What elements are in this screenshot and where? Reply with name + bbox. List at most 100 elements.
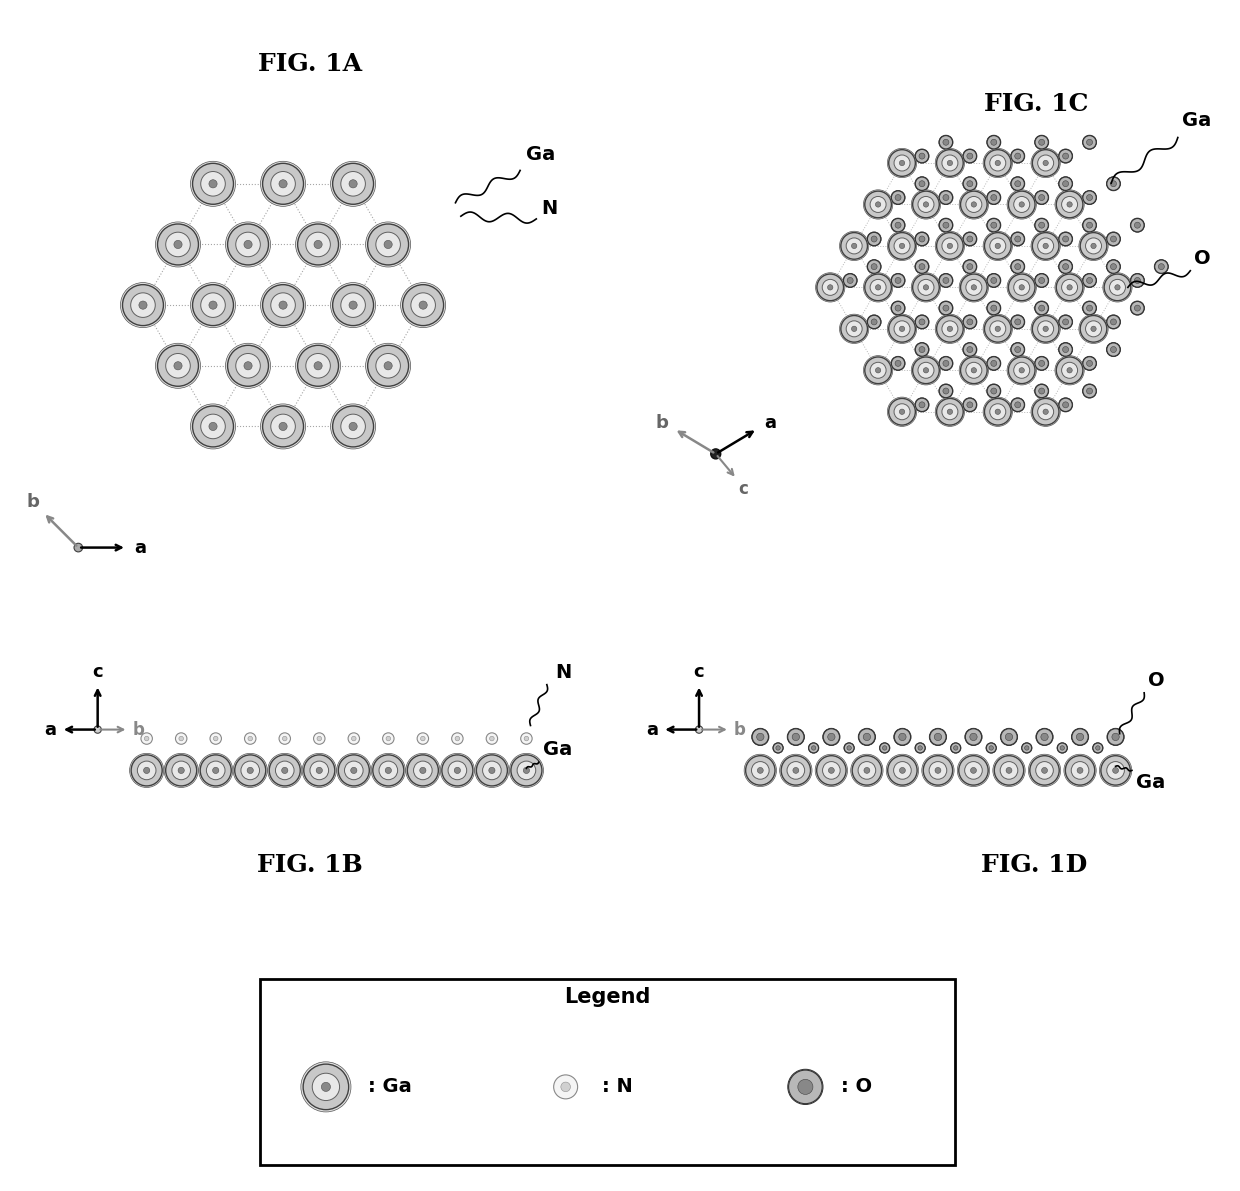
Circle shape xyxy=(954,746,959,750)
Circle shape xyxy=(841,232,868,260)
Circle shape xyxy=(1038,320,1054,337)
Circle shape xyxy=(915,343,929,356)
Circle shape xyxy=(1063,319,1069,325)
Circle shape xyxy=(868,232,880,245)
Circle shape xyxy=(1058,743,1068,753)
Circle shape xyxy=(858,761,875,779)
Circle shape xyxy=(915,743,925,753)
Circle shape xyxy=(872,319,877,325)
Circle shape xyxy=(1086,361,1092,367)
Circle shape xyxy=(990,155,1006,172)
Text: a: a xyxy=(646,721,658,738)
Circle shape xyxy=(816,273,844,303)
Circle shape xyxy=(899,734,906,741)
Circle shape xyxy=(1106,260,1121,274)
Circle shape xyxy=(1039,361,1044,367)
Circle shape xyxy=(1039,278,1044,283)
Circle shape xyxy=(996,409,1001,414)
Circle shape xyxy=(967,154,973,160)
Circle shape xyxy=(1019,201,1024,207)
Circle shape xyxy=(339,755,370,786)
Circle shape xyxy=(844,743,854,753)
Circle shape xyxy=(870,280,887,295)
Circle shape xyxy=(939,136,952,149)
Circle shape xyxy=(554,1075,578,1099)
Circle shape xyxy=(295,343,341,388)
Circle shape xyxy=(971,201,977,207)
Circle shape xyxy=(191,282,236,328)
Circle shape xyxy=(317,736,321,741)
Circle shape xyxy=(141,732,153,744)
Circle shape xyxy=(852,243,857,249)
Circle shape xyxy=(911,189,941,219)
Circle shape xyxy=(1063,263,1069,269)
Circle shape xyxy=(228,345,269,386)
Circle shape xyxy=(963,343,977,356)
Circle shape xyxy=(971,767,976,773)
Circle shape xyxy=(1033,316,1059,342)
Circle shape xyxy=(1059,398,1073,412)
Circle shape xyxy=(201,172,226,197)
Circle shape xyxy=(879,743,889,753)
Circle shape xyxy=(523,767,529,773)
Circle shape xyxy=(827,285,833,291)
Circle shape xyxy=(915,260,929,274)
Circle shape xyxy=(1107,729,1125,746)
Circle shape xyxy=(1100,754,1132,786)
Circle shape xyxy=(1039,388,1044,394)
Circle shape xyxy=(1086,194,1092,200)
Circle shape xyxy=(1061,197,1078,212)
Circle shape xyxy=(1083,384,1096,398)
Circle shape xyxy=(263,163,304,205)
Circle shape xyxy=(986,743,997,753)
Circle shape xyxy=(987,136,1001,149)
Circle shape xyxy=(371,754,405,787)
Circle shape xyxy=(758,767,764,773)
Circle shape xyxy=(192,163,233,205)
Circle shape xyxy=(226,343,270,388)
Circle shape xyxy=(1059,314,1073,329)
Circle shape xyxy=(1083,218,1096,232)
Circle shape xyxy=(268,754,301,787)
Circle shape xyxy=(1008,191,1035,218)
Circle shape xyxy=(1085,320,1101,337)
Circle shape xyxy=(1061,280,1078,295)
Circle shape xyxy=(1037,729,1053,746)
Circle shape xyxy=(817,756,846,785)
Circle shape xyxy=(270,293,295,318)
Circle shape xyxy=(987,274,1001,287)
Circle shape xyxy=(1076,734,1084,741)
Text: Ga: Ga xyxy=(1136,773,1166,792)
Circle shape xyxy=(1035,218,1048,232)
Circle shape xyxy=(1033,399,1059,425)
Circle shape xyxy=(1011,343,1024,356)
Circle shape xyxy=(1059,398,1073,412)
Circle shape xyxy=(123,285,164,325)
Circle shape xyxy=(967,401,973,407)
Circle shape xyxy=(1110,280,1126,295)
Circle shape xyxy=(279,732,290,744)
Circle shape xyxy=(780,754,812,786)
Circle shape xyxy=(935,314,965,343)
Circle shape xyxy=(414,761,433,780)
Circle shape xyxy=(987,218,1001,232)
Circle shape xyxy=(1034,136,1049,149)
Circle shape xyxy=(1011,176,1024,191)
Circle shape xyxy=(1034,356,1049,370)
Circle shape xyxy=(1011,232,1024,245)
Circle shape xyxy=(970,734,977,741)
Circle shape xyxy=(310,761,329,780)
Circle shape xyxy=(983,231,1012,261)
Circle shape xyxy=(1007,189,1037,219)
Circle shape xyxy=(867,232,882,247)
Circle shape xyxy=(867,260,882,274)
Circle shape xyxy=(420,736,425,741)
Circle shape xyxy=(987,274,1001,287)
Circle shape xyxy=(918,197,934,212)
Circle shape xyxy=(913,274,939,300)
Circle shape xyxy=(1091,243,1096,249)
Circle shape xyxy=(915,177,929,191)
Circle shape xyxy=(201,293,226,318)
Circle shape xyxy=(892,301,905,314)
Text: O: O xyxy=(1194,249,1211,268)
